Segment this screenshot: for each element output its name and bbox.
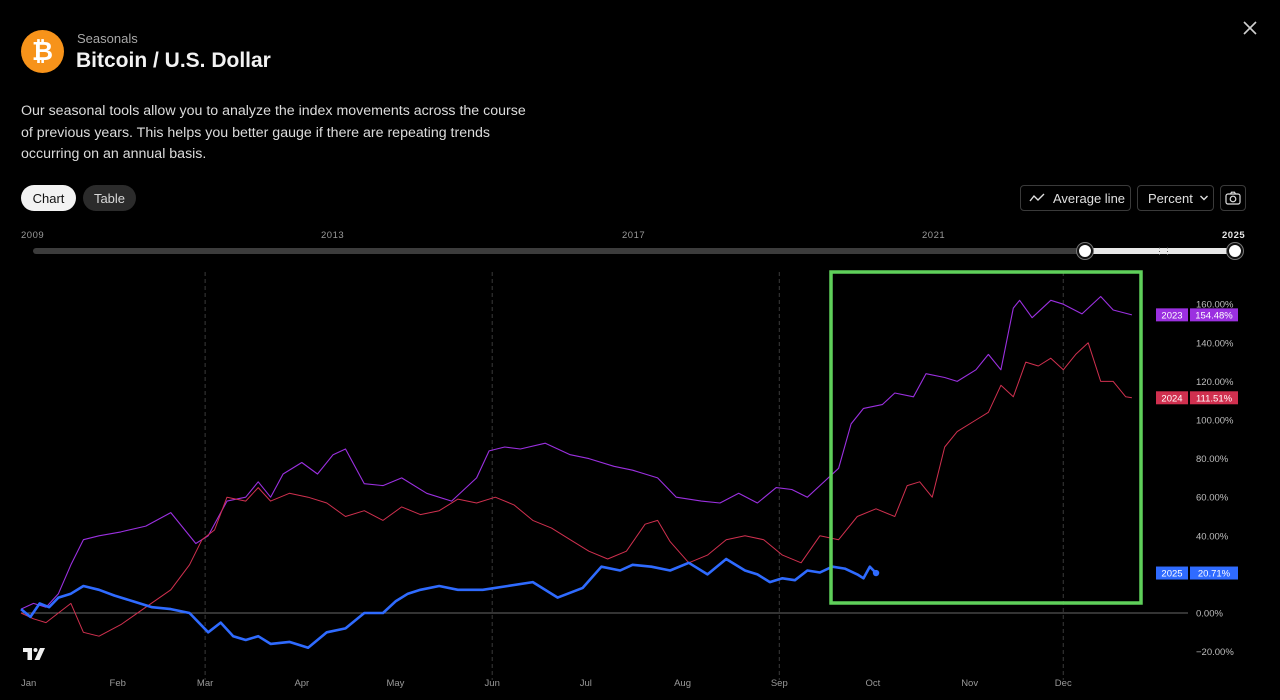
series-line-2024 [20,342,1132,637]
series-year-badge [1156,566,1188,580]
year-tick: 2025 [1222,230,1246,241]
series-endpoint-2025 [872,569,880,577]
series-year-label: 2024 [1161,393,1182,404]
series-value-badge [1190,566,1238,580]
x-tick-label: Dec [1055,678,1072,689]
year-tick: 2009 [21,230,45,241]
grip-icon: ⋮⋮ [1155,246,1172,256]
tab-chart[interactable]: Chart [21,185,76,211]
description: Our seasonal tools allow you to analyze … [21,103,526,162]
x-tick-label: Apr [294,678,309,689]
x-tick-label: Aug [674,678,691,689]
tab-table[interactable]: Table [83,185,136,211]
series-value-label: 154.48% [1195,310,1233,321]
chevron-down-icon [1199,195,1208,201]
y-tick-label: 60.00% [1196,493,1229,504]
x-tick-label: Oct [866,678,881,689]
line-chart-icon [1029,193,1045,202]
series-line-2023 [20,295,1133,610]
series-year-label: 2025 [1161,569,1182,580]
y-tick-label: 40.00% [1196,531,1229,542]
x-tick-label: Mar [197,678,213,689]
year-tick: 2021 [922,230,946,241]
page-kicker: Seasonals [77,31,138,46]
series-value-label: 20.71% [1198,569,1231,580]
y-tick-label: 140.00% [1196,338,1234,349]
x-tick-label: Jul [580,678,592,689]
year-tick: 2013 [321,230,345,241]
series-year-badge [1156,308,1188,322]
year-range-end-handle[interactable] [1227,243,1243,259]
series-year-badge [1156,391,1188,405]
page-title: Bitcoin / U.S. Dollar [76,49,271,72]
x-tick-label: Nov [961,678,978,689]
x-tick-label: Sep [771,678,788,689]
screenshot-button[interactable] [1220,185,1246,211]
x-tick-label: Feb [110,678,126,689]
tradingview-logo-icon [22,647,46,666]
y-tick-label: 160.00% [1196,300,1234,311]
x-tick-label: May [386,678,404,689]
y-tick-label: 120.00% [1196,377,1234,388]
bitcoin-logo-icon: ₿ [21,30,64,73]
y-tick-label: 80.00% [1196,454,1229,465]
scale-select[interactable]: Percent [1137,185,1214,211]
series-line-2025 [20,557,877,650]
y-tick-label: 0.00% [1196,609,1223,620]
year-range-selected[interactable] [1084,248,1235,254]
year-tick: 2017 [622,230,646,241]
close-icon[interactable] [1240,18,1260,38]
seasonal-chart[interactable]: Jan Feb Mar Apr May Jun Jul Aug Sep Oct Nov Dec −20.… [0,262,1280,700]
highlight-box [829,270,1143,605]
scale-select-label: Percent [1148,190,1193,206]
y-tick-label: −20.00% [1196,647,1234,658]
series-value-label: 111.51% [1196,393,1233,404]
x-tick-label: Jun [485,678,500,689]
year-range-track[interactable] [33,248,1235,254]
average-line-button[interactable]: Average line [1020,185,1131,211]
series-value-badge [1190,391,1238,405]
x-tick-label: Jan [21,678,36,689]
series-year-label: 2023 [1161,310,1182,321]
year-range-start-handle[interactable] [1077,243,1093,259]
svg-text:₿: ₿ [32,36,53,66]
y-tick-label: 100.00% [1196,416,1234,427]
series-value-badge [1190,308,1238,322]
camera-icon [1225,191,1241,205]
average-line-label: Average line [1053,190,1126,206]
